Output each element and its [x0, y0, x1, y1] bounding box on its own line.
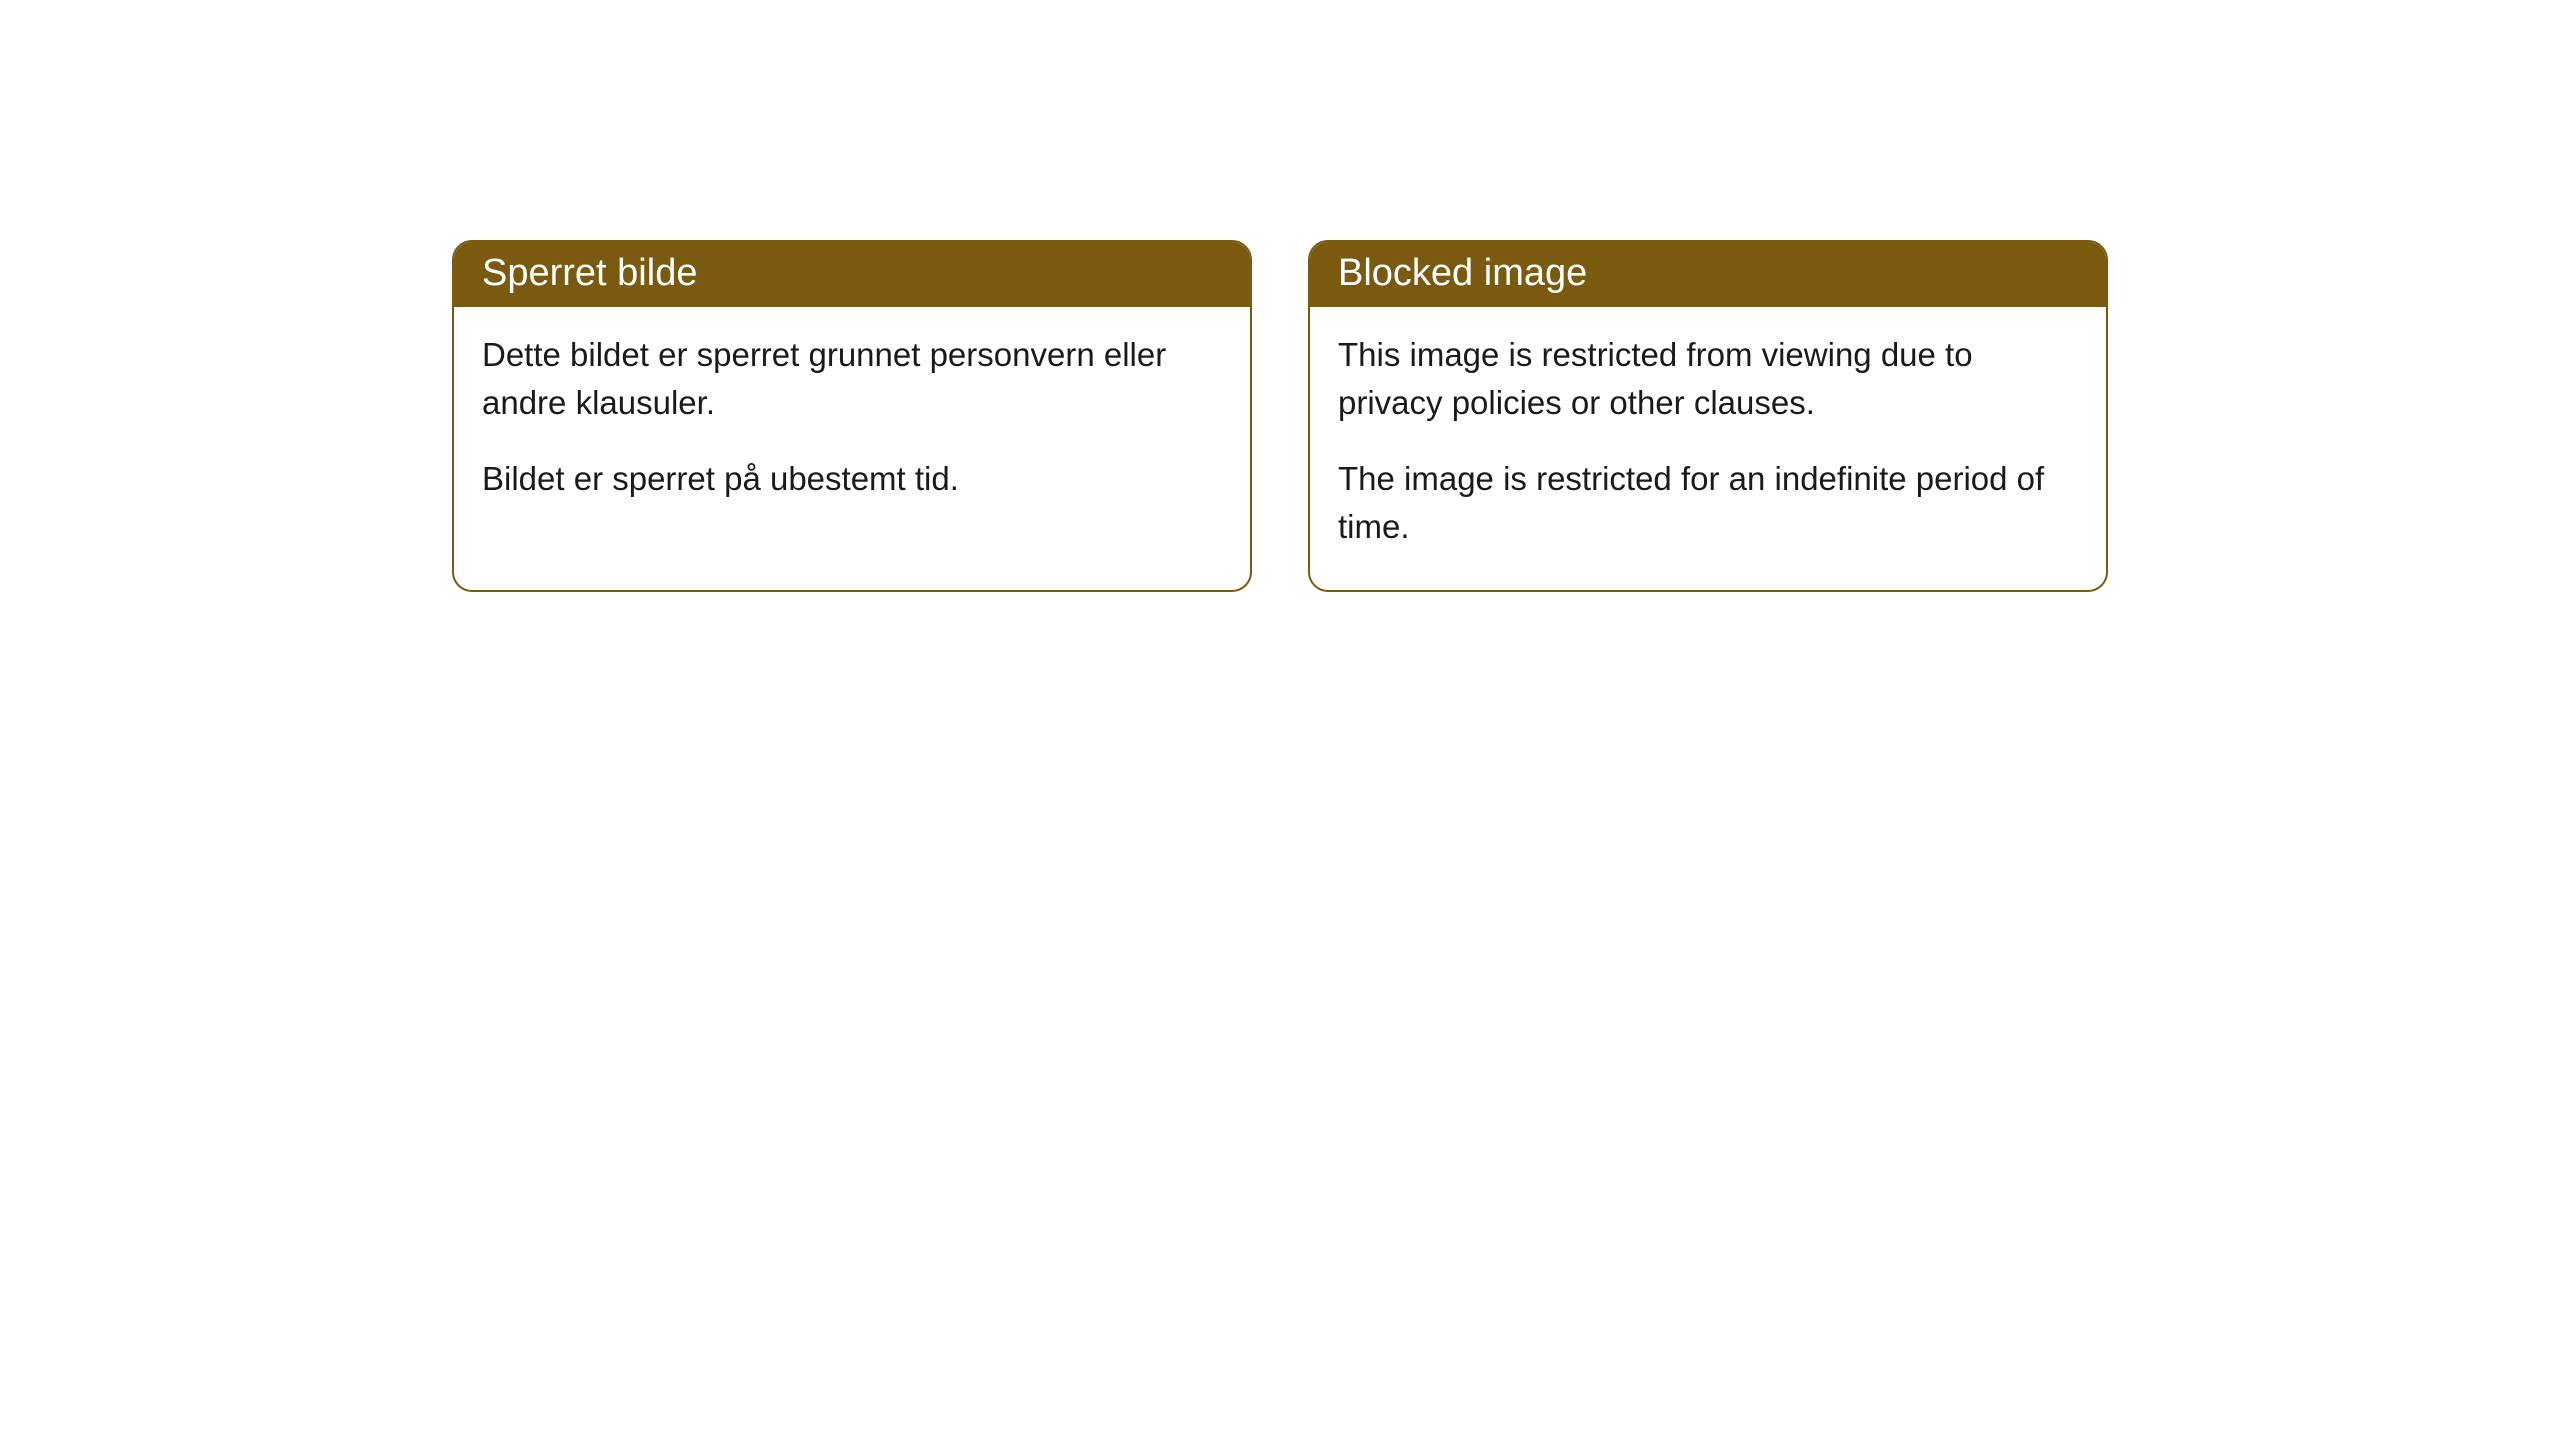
card-title: Blocked image — [1338, 252, 1587, 294]
card-paragraph: The image is restricted for an indefinit… — [1338, 455, 2078, 551]
card-header-norwegian: Sperret bilde — [454, 242, 1250, 307]
card-body-english: This image is restricted from viewing du… — [1310, 307, 2106, 590]
card-body-norwegian: Dette bildet er sperret grunnet personve… — [454, 307, 1250, 543]
notice-card-norwegian: Sperret bilde Dette bildet er sperret gr… — [452, 240, 1252, 592]
card-paragraph: Dette bildet er sperret grunnet personve… — [482, 331, 1222, 427]
notice-card-english: Blocked image This image is restricted f… — [1308, 240, 2108, 592]
card-title: Sperret bilde — [482, 252, 697, 294]
card-paragraph: This image is restricted from viewing du… — [1338, 331, 2078, 427]
notice-cards-container: Sperret bilde Dette bildet er sperret gr… — [452, 240, 2108, 592]
card-header-english: Blocked image — [1310, 242, 2106, 307]
card-paragraph: Bildet er sperret på ubestemt tid. — [482, 455, 1222, 503]
